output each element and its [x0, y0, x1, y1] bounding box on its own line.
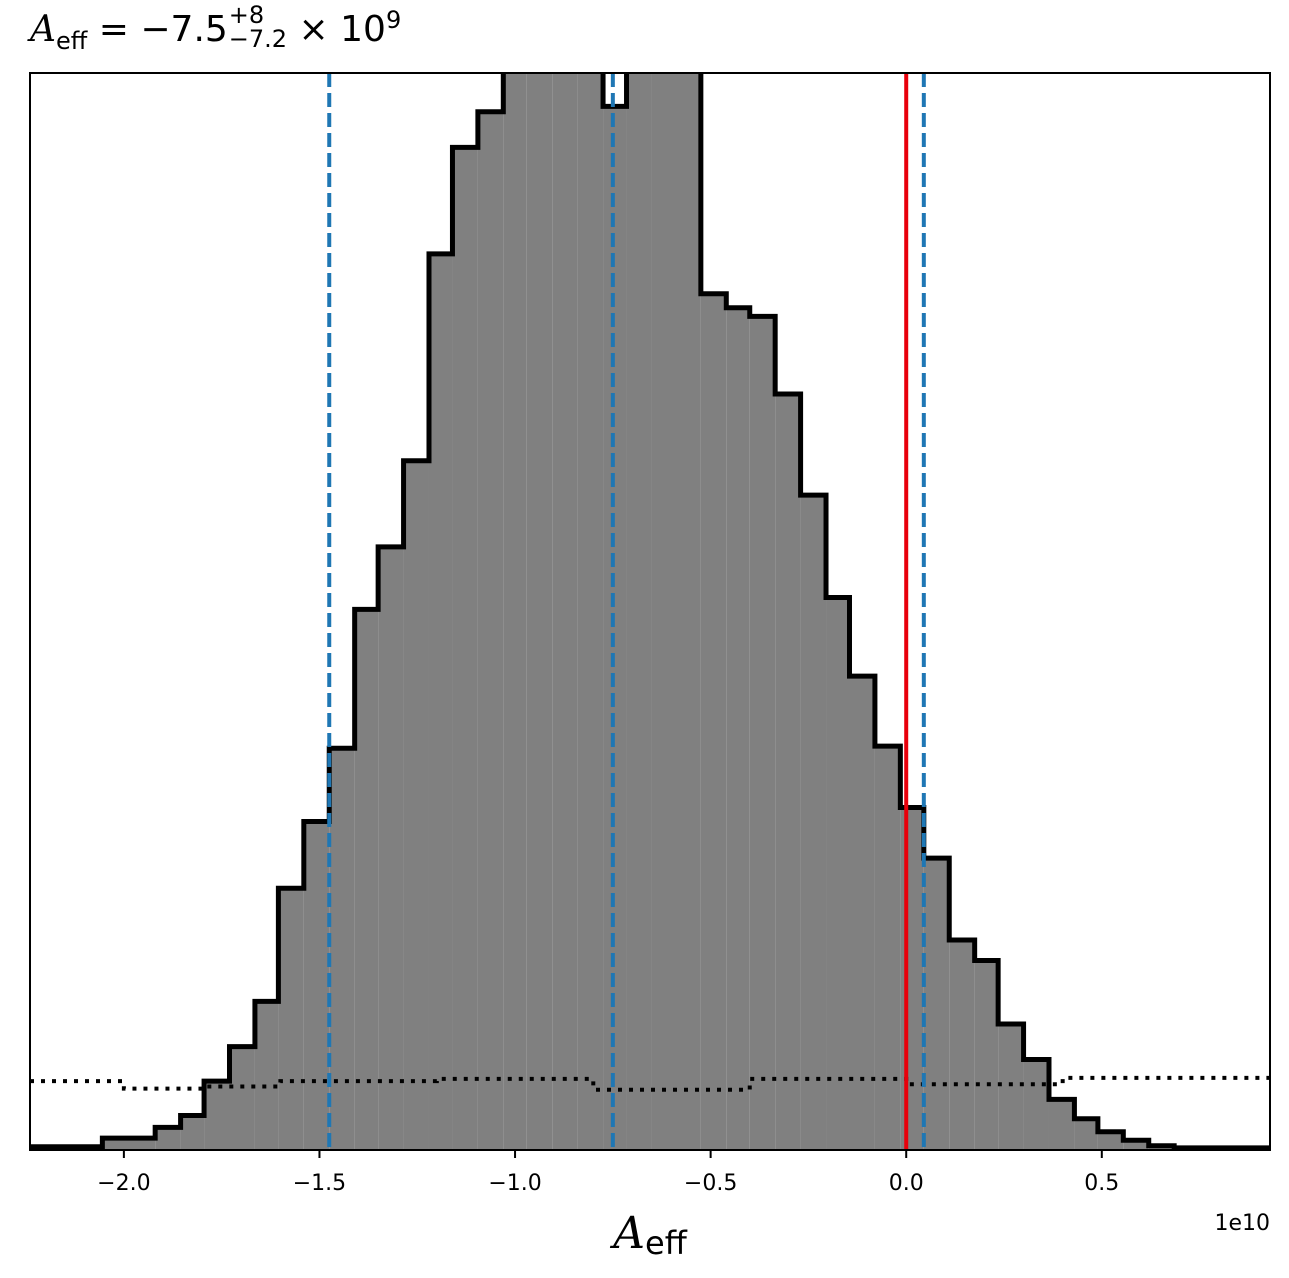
plot-area [30, 73, 1270, 1150]
histogram-bar [603, 106, 627, 1150]
title-suffix: × 10 [298, 9, 386, 50]
histogram-bar [998, 1023, 1024, 1150]
histogram-bar [354, 609, 379, 1150]
histogram-bar [1023, 1059, 1049, 1150]
histogram-bar [577, 73, 604, 1150]
histogram-bar [477, 111, 504, 1150]
x-tick-label: 0.0 [889, 1171, 924, 1196]
x-axis: −2.0 −1.5 −1.0 −0.5 0.0 0.5 [97, 1150, 1119, 1196]
histogram-bar [651, 73, 701, 1150]
histogram-bar [254, 1001, 279, 1150]
title-symbol-sub: eff [56, 27, 88, 56]
histogram-bar [700, 293, 727, 1150]
histogram-bar [775, 393, 801, 1150]
histogram-bar [1097, 1131, 1124, 1150]
histogram-bar [403, 460, 429, 1150]
histogram-bar [826, 597, 850, 1150]
histogram-bar [949, 939, 975, 1150]
histogram-bar [1123, 1140, 1149, 1150]
histogram-bar [278, 888, 304, 1150]
histogram-bar [503, 73, 527, 1150]
x-axis-label: Aeff [609, 1208, 687, 1262]
histogram-bar [552, 73, 578, 1150]
title-plus: +8 [228, 1, 265, 29]
histogram-bar [452, 147, 478, 1150]
histogram-bar [102, 1138, 156, 1150]
histogram-bar [874, 746, 901, 1150]
x-tick-label: 0.5 [1084, 1171, 1119, 1196]
histogram-bar [303, 821, 330, 1150]
histogram-bar [726, 307, 750, 1150]
x-axis-label-sub: eff [645, 1224, 688, 1262]
histogram-bar [1074, 1118, 1098, 1150]
histogram-bar [974, 960, 999, 1150]
title-exponent: 9 [385, 6, 402, 34]
histogram-bar [155, 1127, 181, 1150]
plot-frame [29, 72, 1271, 1151]
x-tick-label: −1.0 [488, 1171, 541, 1196]
histogram-bar [378, 546, 404, 1150]
histogram-bar [204, 1081, 230, 1150]
prior-distribution-line [30, 1075, 1270, 1092]
x-offset-text: 1e10 [1214, 1211, 1270, 1236]
title-value: = −7.5 [98, 9, 228, 50]
histogram-bar [923, 858, 950, 1150]
histogram-bar [749, 316, 776, 1150]
histogram-bar [1048, 1099, 1075, 1150]
chart-title: Aeff = −7.5 +8 −7.2 × 109 [30, 3, 402, 56]
x-tick-label: −0.5 [684, 1171, 737, 1196]
histogram-bar [526, 73, 553, 1150]
x-axis-label-symbol: A [609, 1208, 645, 1259]
title-errors: +8 −7.2 [229, 3, 287, 51]
histogram-bar [800, 495, 827, 1150]
histogram-bar [626, 73, 652, 1150]
x-tick-label: −2.0 [97, 1171, 150, 1196]
title-minus: −7.2 [228, 25, 288, 53]
histogram-bar [428, 253, 453, 1150]
histogram-bar [180, 1115, 205, 1150]
histogram-bar [900, 807, 924, 1150]
histogram-outline [30, 73, 1270, 1150]
histogram-bar [229, 1046, 255, 1150]
title-symbol: A [30, 9, 56, 50]
x-tick-label: −1.5 [293, 1171, 346, 1196]
histogram-bar [849, 676, 875, 1150]
histogram-bar [329, 748, 355, 1150]
